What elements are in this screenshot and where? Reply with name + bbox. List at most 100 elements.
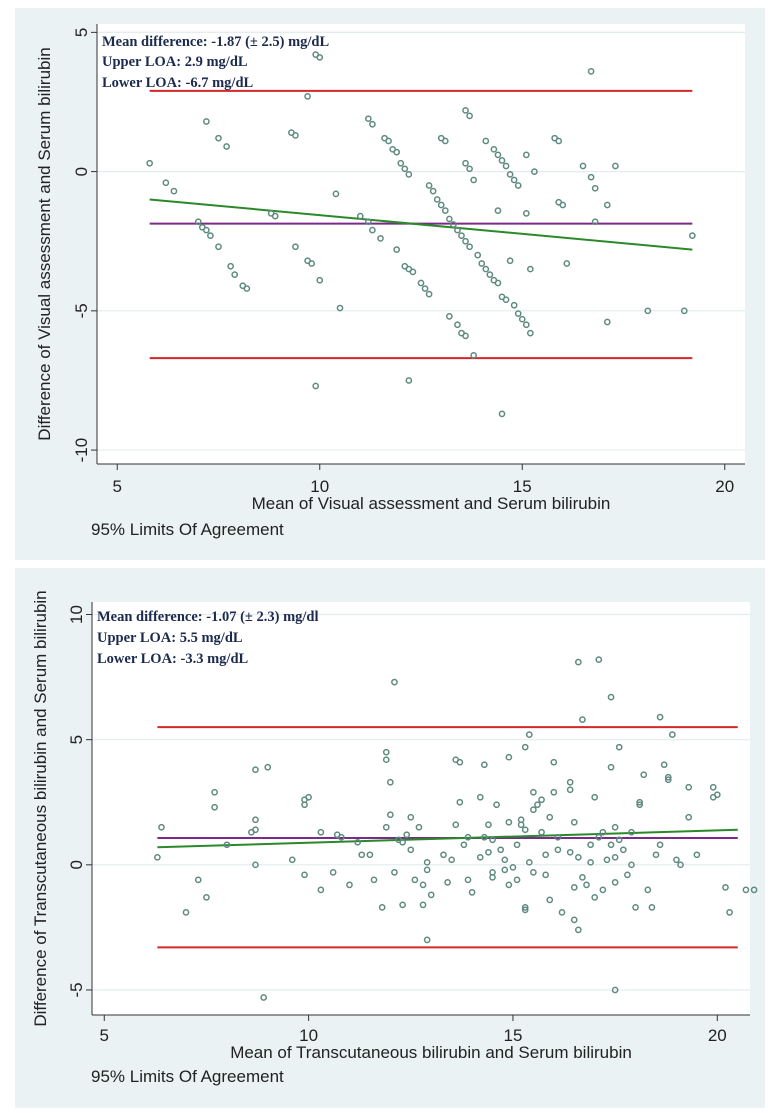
data-point xyxy=(530,868,537,876)
data-point xyxy=(441,207,449,214)
data-point xyxy=(446,215,453,223)
data-point xyxy=(525,731,533,739)
limits-of-agreement-note: 95% Limits Of Agreement xyxy=(91,1067,284,1086)
data-point xyxy=(693,851,701,859)
data-point xyxy=(154,853,161,861)
y-tick-label: 5 xyxy=(72,28,91,37)
data-point xyxy=(292,132,299,139)
data-point xyxy=(615,836,623,844)
data-point xyxy=(554,846,562,854)
data-point xyxy=(611,986,619,994)
data-point xyxy=(386,811,394,819)
data-point xyxy=(534,801,541,809)
data-point xyxy=(591,184,599,192)
limits-of-agreement-note: 95% Limits Of Agreement xyxy=(91,520,284,539)
data-point xyxy=(332,190,340,198)
data-point xyxy=(514,310,522,317)
annotation-line: Upper LOA: 2.9 mg/dL xyxy=(102,54,248,70)
data-point xyxy=(566,778,574,786)
x-tick-label: 15 xyxy=(503,1026,522,1045)
data-point xyxy=(531,168,538,175)
data-point xyxy=(252,861,259,869)
data-point xyxy=(722,883,729,891)
data-point xyxy=(454,321,461,329)
annotation-line: Upper LOA: 5.5 mg/dL xyxy=(97,630,243,646)
data-point xyxy=(607,763,615,771)
data-point xyxy=(385,137,392,145)
data-point xyxy=(478,260,486,267)
data-point xyxy=(336,304,344,312)
data-point xyxy=(591,894,599,901)
data-point xyxy=(522,210,530,217)
data-point xyxy=(611,878,619,886)
data-point xyxy=(401,165,409,173)
data-point xyxy=(337,833,345,841)
data-point xyxy=(482,265,490,273)
data-point xyxy=(292,243,299,251)
y-tick-label: -5 xyxy=(72,303,91,318)
data-point xyxy=(501,866,509,874)
data-point xyxy=(494,279,502,287)
data-point xyxy=(369,120,376,128)
data-point xyxy=(628,828,635,836)
x-tick-label: 10 xyxy=(299,1026,318,1045)
x-tick-label: 5 xyxy=(113,477,122,496)
x-tick-label: 10 xyxy=(310,477,329,496)
data-point xyxy=(652,851,660,859)
y-tick-label: 5 xyxy=(67,735,86,744)
data-point xyxy=(158,823,165,831)
data-point xyxy=(252,816,259,824)
data-point xyxy=(308,260,315,267)
data-point xyxy=(587,67,595,75)
data-point xyxy=(243,285,251,292)
data-point xyxy=(656,713,664,721)
data-point xyxy=(354,838,362,846)
data-point xyxy=(498,410,506,418)
data-point xyxy=(377,235,384,242)
data-point xyxy=(462,159,469,167)
data-point xyxy=(636,798,644,806)
data-point xyxy=(517,821,525,829)
data-point xyxy=(215,134,222,142)
data-point xyxy=(462,106,469,114)
data-point xyxy=(264,763,272,771)
data-point xyxy=(750,886,758,894)
data-point xyxy=(415,823,423,831)
data-point xyxy=(423,858,431,866)
data-point xyxy=(555,137,563,145)
data-point xyxy=(407,846,415,854)
data-point xyxy=(407,813,415,821)
data-point xyxy=(399,901,406,909)
data-point xyxy=(510,301,518,309)
data-point xyxy=(502,162,510,170)
data-point xyxy=(607,841,615,849)
data-point xyxy=(566,786,574,794)
data-point xyxy=(648,904,656,911)
data-point xyxy=(393,148,401,156)
data-point xyxy=(260,994,268,1001)
x-axis-title: Mean of Transcutaneous bilirubin and Ser… xyxy=(230,1043,632,1062)
data-point xyxy=(660,761,668,769)
data-point xyxy=(480,761,488,769)
data-point xyxy=(305,793,312,801)
data-point xyxy=(146,159,153,167)
data-point xyxy=(429,187,437,195)
data-point xyxy=(624,871,631,879)
y-tick-label: 0 xyxy=(72,167,91,176)
data-point xyxy=(709,783,717,791)
data-point xyxy=(448,856,456,864)
data-point xyxy=(550,788,558,796)
data-point xyxy=(558,909,566,916)
data-point xyxy=(466,112,473,120)
data-point xyxy=(316,54,324,61)
data-point xyxy=(489,836,496,844)
data-point xyxy=(399,838,406,846)
data-point xyxy=(612,162,619,170)
data-point xyxy=(419,881,427,889)
data-point xyxy=(510,176,518,184)
data-point xyxy=(252,826,259,834)
data-point xyxy=(599,886,607,894)
data-point xyxy=(170,187,178,195)
data-point xyxy=(397,159,405,167)
data-point xyxy=(587,841,594,849)
